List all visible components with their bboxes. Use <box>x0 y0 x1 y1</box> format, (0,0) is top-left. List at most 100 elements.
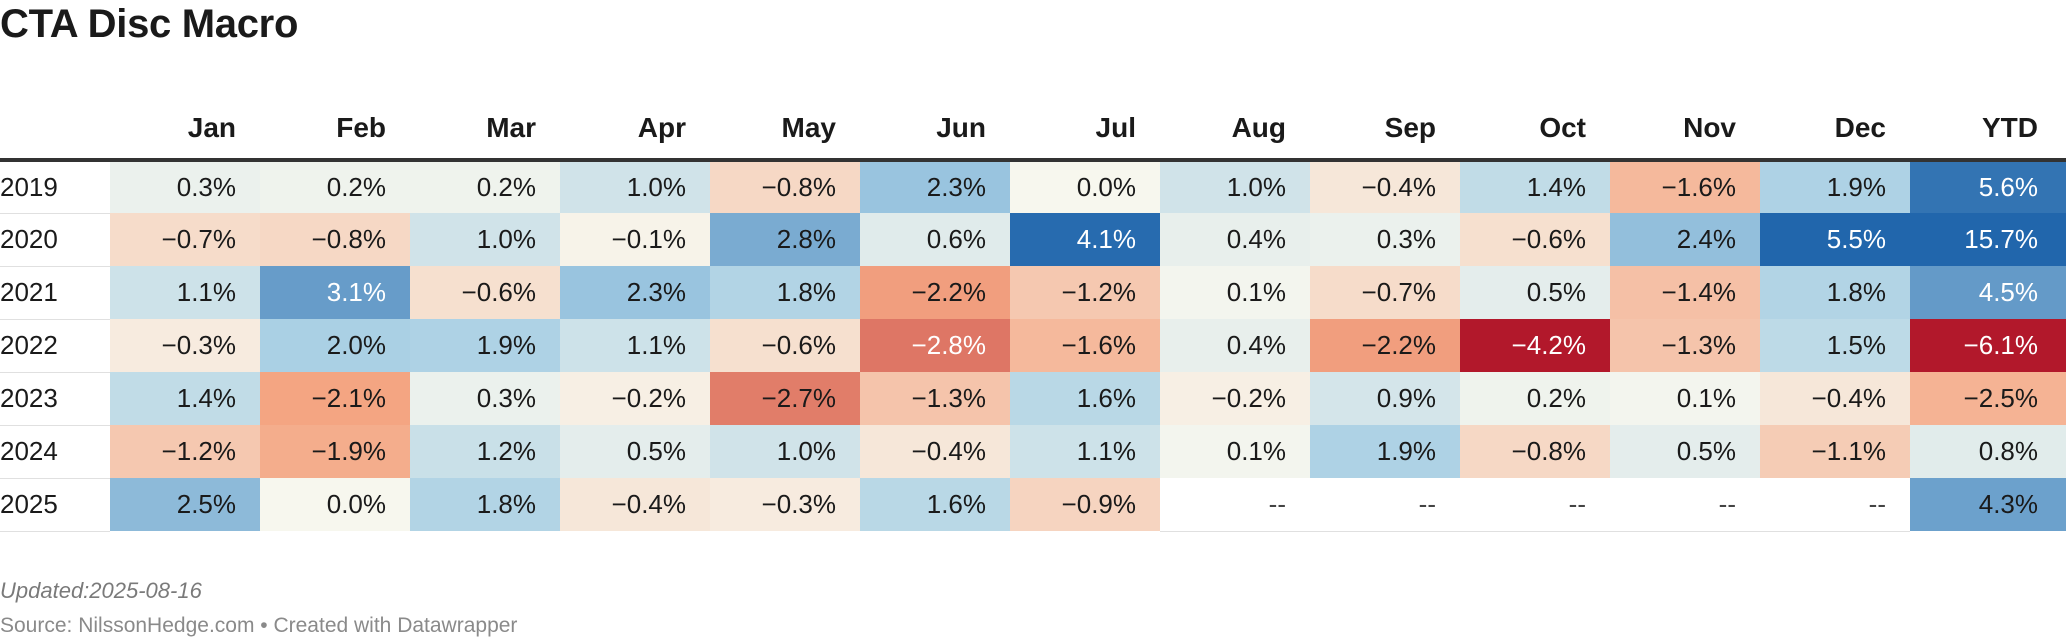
row-label-year: 2021 <box>0 266 110 320</box>
value-cell-jan: −0.3% <box>110 319 260 372</box>
value-cell-jan: −1.2% <box>110 425 260 478</box>
column-header-jan: Jan <box>110 98 260 162</box>
column-header-ytd: YTD <box>1910 98 2066 162</box>
value-cell-mar: 1.2% <box>410 425 560 478</box>
value-cell-feb: 0.2% <box>260 160 410 213</box>
value-cell-feb: 0.0% <box>260 478 410 531</box>
value-cell-jun: 2.3% <box>860 160 1010 213</box>
value-cell-mar: −0.6% <box>410 266 560 319</box>
value-cell-jul: 1.6% <box>1010 372 1160 425</box>
value-cell-jun: 1.6% <box>860 478 1010 531</box>
column-header-mar: Mar <box>410 98 560 162</box>
value-cell-sep: 0.9% <box>1310 372 1460 425</box>
value-cell-may: −2.7% <box>710 372 860 425</box>
column-header-year <box>0 98 110 162</box>
value-cell-may: 1.0% <box>710 425 860 478</box>
value-cell-oct: −0.8% <box>1460 425 1610 478</box>
value-cell-jan: −0.7% <box>110 213 260 266</box>
value-cell-aug: 0.1% <box>1160 266 1310 319</box>
column-header-may: May <box>710 98 860 162</box>
table-row: 2024 −1.2% −1.9% 1.2% 0.5% 1.0% −0.4% 1.1% 0.1% 1… <box>0 425 2066 479</box>
row-label-year: 2025 <box>0 478 110 532</box>
ytd-cell: 0.8% <box>1910 425 2066 478</box>
value-cell-apr: −0.1% <box>560 213 710 266</box>
value-cell-may: 2.8% <box>710 213 860 266</box>
value-cell-jan: 2.5% <box>110 478 260 531</box>
value-cell-oct: 0.5% <box>1460 266 1610 319</box>
value-cell-oct: −0.6% <box>1460 213 1610 266</box>
value-cell-jul: −1.2% <box>1010 266 1160 319</box>
updated-note: Updated:2025-08-16 <box>0 578 202 603</box>
value-cell-dec: −1.1% <box>1760 425 1910 478</box>
value-cell-aug: 0.4% <box>1160 213 1310 266</box>
value-cell-apr: 0.5% <box>560 425 710 478</box>
value-cell-sep: 0.3% <box>1310 213 1460 266</box>
value-cell-jul: −1.6% <box>1010 319 1160 372</box>
value-cell-nov: −1.3% <box>1610 319 1760 372</box>
ytd-cell: 15.7% <box>1910 213 2066 266</box>
value-cell-may: −0.3% <box>710 478 860 531</box>
value-cell-nov: 0.1% <box>1610 372 1760 425</box>
value-cell-jun: −1.3% <box>860 372 1010 425</box>
value-cell-nov: −1.6% <box>1610 160 1760 213</box>
value-cell-jul: 1.1% <box>1010 425 1160 478</box>
value-cell-may: 1.8% <box>710 266 860 319</box>
value-cell-apr: 1.1% <box>560 319 710 372</box>
value-cell-dec: 1.8% <box>1760 266 1910 319</box>
value-cell-mar: 0.2% <box>410 160 560 213</box>
value-cell-aug: 0.4% <box>1160 319 1310 372</box>
ytd-cell: 5.6% <box>1910 160 2066 213</box>
value-cell-feb: −0.8% <box>260 213 410 266</box>
value-cell-apr: −0.4% <box>560 478 710 531</box>
value-cell-feb: 3.1% <box>260 266 410 319</box>
value-cell-mar: 1.9% <box>410 319 560 372</box>
value-cell-may: −0.8% <box>710 160 860 213</box>
value-cell-dec: 1.9% <box>1760 160 1910 213</box>
value-cell-mar: 1.0% <box>410 213 560 266</box>
value-cell-nov: 2.4% <box>1610 213 1760 266</box>
column-header-aug: Aug <box>1160 98 1310 162</box>
row-label-year: 2019 <box>0 160 110 214</box>
value-cell-jul: 0.0% <box>1010 160 1160 213</box>
value-cell-aug: 1.0% <box>1160 160 1310 213</box>
column-header-jun: Jun <box>860 98 1010 162</box>
value-cell-aug: 0.1% <box>1160 425 1310 478</box>
value-cell-feb: 2.0% <box>260 319 410 372</box>
value-cell-oct: 0.2% <box>1460 372 1610 425</box>
value-cell-mar: 1.8% <box>410 478 560 531</box>
value-cell-dec: 1.5% <box>1760 319 1910 372</box>
value-cell-jan: 1.4% <box>110 372 260 425</box>
value-cell-mar: 0.3% <box>410 372 560 425</box>
ytd-cell: −6.1% <box>1910 319 2066 372</box>
value-cell-jul: −0.9% <box>1010 478 1160 531</box>
empty-cell: -- <box>1160 478 1310 532</box>
returns-heatmap-table: Jan Feb Mar Apr May Jun Jul Aug Sep Oct Nov Dec YTD … <box>0 98 2066 532</box>
table-row: 2025 2.5% 0.0% 1.8% −0.4% −0.3% 1.6% −0.9% -- -- -… <box>0 478 2066 532</box>
table-row: 2019 0.3% 0.2% 0.2% 1.0% −0.8% 2.3% 0.0% 1.0% −0.… <box>0 160 2066 214</box>
value-cell-dec: 5.5% <box>1760 213 1910 266</box>
value-cell-jul: 4.1% <box>1010 213 1160 266</box>
empty-cell: -- <box>1460 478 1610 532</box>
column-header-feb: Feb <box>260 98 410 162</box>
value-cell-jun: −2.8% <box>860 319 1010 372</box>
table-row: 2020 −0.7% −0.8% 1.0% −0.1% 2.8% 0.6% 4.1% 0.4% 0… <box>0 213 2066 267</box>
value-cell-jun: −0.4% <box>860 425 1010 478</box>
row-label-year: 2024 <box>0 425 110 479</box>
empty-cell: -- <box>1760 478 1910 532</box>
table-row: 2023 1.4% −2.1% 0.3% −0.2% −2.7% −1.3% 1.6% −0.2… <box>0 372 2066 426</box>
value-cell-apr: −0.2% <box>560 372 710 425</box>
value-cell-sep: −0.4% <box>1310 160 1460 213</box>
value-cell-feb: −1.9% <box>260 425 410 478</box>
value-cell-sep: 1.9% <box>1310 425 1460 478</box>
table-row: 2022 −0.3% 2.0% 1.9% 1.1% −0.6% −2.8% −1.6% 0.4%… <box>0 319 2066 373</box>
value-cell-jun: 0.6% <box>860 213 1010 266</box>
value-cell-may: −0.6% <box>710 319 860 372</box>
column-header-nov: Nov <box>1610 98 1760 162</box>
empty-cell: -- <box>1310 478 1460 532</box>
value-cell-feb: −2.1% <box>260 372 410 425</box>
value-cell-oct: −4.2% <box>1460 319 1610 372</box>
row-label-year: 2022 <box>0 319 110 373</box>
ytd-cell: 4.3% <box>1910 478 2066 531</box>
column-header-sep: Sep <box>1310 98 1460 162</box>
value-cell-apr: 1.0% <box>560 160 710 213</box>
